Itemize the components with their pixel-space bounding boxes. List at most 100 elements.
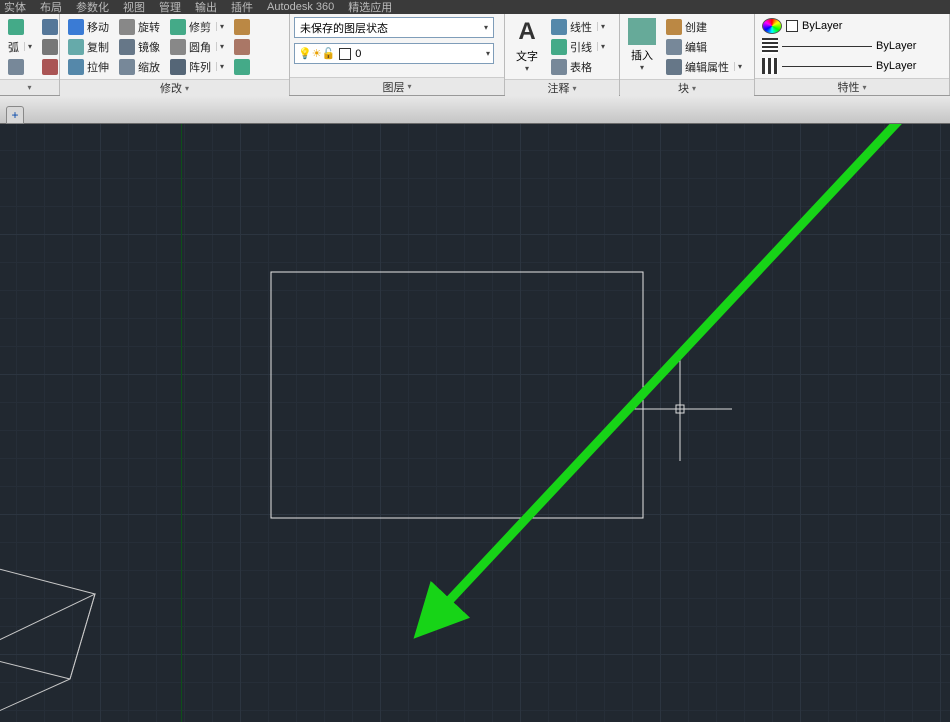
top-menubar: 实体 布局 参数化 视图 管理 输出 插件 Autodesk 360 精选应用 — [0, 0, 950, 14]
modify-panel-title[interactable]: 修改▾ — [60, 79, 289, 96]
chevron-down-icon[interactable]: ▾ — [597, 22, 605, 31]
properties-panel-title[interactable]: 特性▾ — [755, 78, 949, 95]
array-icon — [170, 59, 186, 75]
current-layer-dropdown[interactable]: 💡 ☀ 🔓 0 ▾ — [294, 43, 494, 64]
arc-tool[interactable]: 弧▾ — [4, 37, 36, 56]
shape-icon — [42, 39, 58, 55]
leader-icon — [551, 39, 567, 55]
menu-item[interactable]: 布局 — [40, 0, 62, 14]
annotate-panel: A 文字 ▾ 线性▾ 引线▾ 表格 注释▾ — [505, 14, 620, 95]
tool-partial[interactable] — [38, 17, 62, 36]
create-icon — [666, 19, 682, 35]
plus-icon: + — [11, 108, 18, 122]
block-panel-title[interactable]: 块▾ — [620, 79, 754, 96]
trim-icon — [170, 19, 186, 35]
edit-attr-tool[interactable]: 编辑属性▾ — [662, 57, 746, 76]
panel-title[interactable]: ▾ — [0, 79, 59, 95]
crosshair-cursor — [628, 357, 732, 461]
layer-state-dropdown[interactable]: 未保存的图层状态 ▾ — [294, 17, 494, 38]
menu-item[interactable]: 精选应用 — [348, 0, 392, 14]
fillet-icon — [170, 39, 186, 55]
chevron-down-icon: ▾ — [525, 64, 529, 73]
chevron-down-icon: ▾ — [640, 63, 644, 72]
offset-icon — [234, 59, 250, 75]
scale-tool[interactable]: 缩放 — [115, 57, 164, 76]
scale-icon — [119, 59, 135, 75]
lineweight-control[interactable]: ByLayer — [759, 37, 945, 55]
move-icon — [68, 19, 84, 35]
tool-partial[interactable] — [4, 17, 36, 36]
modify-extra-3[interactable] — [230, 57, 254, 76]
mirror-icon — [119, 39, 135, 55]
block-panel: 插入 ▾ 创建 编辑 编辑属性▾ 块▾ — [620, 14, 755, 95]
chevron-down-icon: ▾ — [486, 49, 490, 58]
iso-edge — [0, 564, 95, 594]
chevron-down-icon[interactable]: ▾ — [734, 62, 742, 71]
pencil-icon — [234, 19, 250, 35]
shape-icon — [8, 19, 24, 35]
annotation-arrow — [432, 124, 905, 619]
lineweight-icon — [762, 38, 778, 54]
text-tool[interactable]: A 文字 ▾ — [509, 17, 545, 73]
menu-item[interactable]: Autodesk 360 — [267, 1, 334, 13]
leader-tool[interactable]: 引线▾ — [547, 37, 609, 56]
chevron-down-icon[interactable]: ▾ — [216, 62, 224, 71]
modify-panel: 移动 复制 拉伸 旋转 镜像 缩放 修剪▾ 圆角▾ 阵列▾ 修改▾ — [60, 14, 290, 95]
color-swatch — [786, 20, 798, 32]
edit-icon — [666, 39, 682, 55]
menu-item[interactable]: 视图 — [123, 0, 145, 14]
linetype-control[interactable]: ByLayer — [759, 57, 945, 75]
layers-panel-title[interactable]: 图层▾ — [290, 77, 504, 95]
mirror-tool[interactable]: 镜像 — [115, 37, 164, 56]
linear-icon — [551, 19, 567, 35]
menu-item[interactable]: 参数化 — [76, 0, 109, 14]
menu-item[interactable]: 输出 — [195, 0, 217, 14]
menu-item[interactable]: 插件 — [231, 0, 253, 14]
tool-partial[interactable] — [4, 57, 36, 76]
array-tool[interactable]: 阵列▾ — [166, 57, 228, 76]
edit-block-tool[interactable]: 编辑 — [662, 37, 746, 56]
menu-item[interactable]: 管理 — [159, 0, 181, 14]
draw-panel-partial: 弧▾ ▾ — [0, 14, 60, 95]
fillet-tool[interactable]: 圆角▾ — [166, 37, 228, 56]
color-control[interactable]: ByLayer — [759, 17, 945, 35]
stretch-tool[interactable]: 拉伸 — [64, 57, 113, 76]
chevron-down-icon[interactable]: ▾ — [216, 42, 224, 51]
insert-block-tool[interactable]: 插入 ▾ — [624, 17, 660, 73]
modify-extra-1[interactable] — [230, 17, 254, 36]
copy-icon — [68, 39, 84, 55]
bulb-icon: 💡 — [298, 47, 312, 60]
create-block-tool[interactable]: 创建 — [662, 17, 746, 36]
stretch-icon — [68, 59, 84, 75]
copy-tool[interactable]: 复制 — [64, 37, 113, 56]
linetype-icon — [762, 58, 778, 74]
table-icon — [551, 59, 567, 75]
sun-icon: ☀ — [312, 47, 322, 60]
chevron-down-icon[interactable]: ▾ — [597, 42, 605, 51]
menu-item[interactable]: 实体 — [4, 0, 26, 14]
canvas-svg — [0, 124, 950, 722]
iso-edge — [70, 594, 95, 679]
ribbon: 弧▾ ▾ 移动 复制 拉伸 旋转 镜像 缩放 修剪▾ — [0, 14, 950, 96]
layer-color-swatch — [339, 48, 351, 60]
chevron-down-icon: ▾ — [484, 23, 488, 32]
shape-icon — [42, 59, 58, 75]
iso-cube-edges — [0, 594, 95, 722]
modify-extra-2[interactable] — [230, 37, 254, 56]
properties-panel: ByLayer ByLayer ByLayer 特性▾ — [755, 14, 950, 95]
linear-dim-tool[interactable]: 线性▾ — [547, 17, 609, 36]
trim-tool[interactable]: 修剪▾ — [166, 17, 228, 36]
color-wheel-icon — [762, 18, 782, 34]
text-icon: A — [518, 18, 535, 46]
chevron-down-icon[interactable]: ▾ — [216, 22, 224, 31]
tool-partial[interactable] — [38, 37, 62, 56]
move-tool[interactable]: 移动 — [64, 17, 113, 36]
rotate-icon — [119, 19, 135, 35]
insert-icon — [628, 18, 656, 45]
drawing-canvas[interactable] — [0, 124, 950, 722]
table-tool[interactable]: 表格 — [547, 57, 609, 76]
tool-partial[interactable] — [38, 57, 62, 76]
rotate-tool[interactable]: 旋转 — [115, 17, 164, 36]
annotate-panel-title[interactable]: 注释▾ — [505, 79, 619, 96]
new-tab-button[interactable]: + — [6, 106, 24, 124]
